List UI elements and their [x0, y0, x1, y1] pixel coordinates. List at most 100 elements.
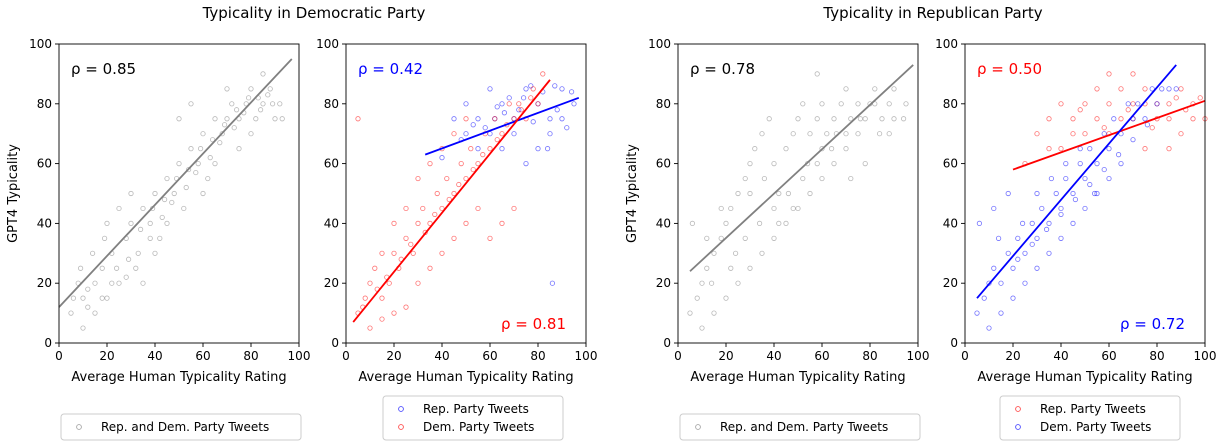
x-tick-label: 40 — [766, 349, 781, 363]
data-point — [367, 280, 373, 286]
data-point — [1053, 190, 1059, 197]
data-point — [1034, 235, 1040, 241]
legend-marker — [1015, 406, 1021, 412]
data-point — [140, 280, 146, 286]
data-point — [807, 131, 813, 137]
data-point — [776, 190, 782, 197]
data-point — [1034, 131, 1040, 137]
y-tick-label: 20 — [37, 276, 52, 290]
legend-box — [382, 395, 564, 441]
data-point — [138, 226, 144, 232]
data-point — [1173, 95, 1179, 101]
data-point — [494, 137, 500, 143]
data-point — [391, 310, 397, 316]
data-point — [415, 220, 421, 226]
data-point — [800, 101, 806, 107]
data-point — [1111, 116, 1117, 122]
data-point — [819, 175, 825, 182]
data-point — [699, 280, 705, 286]
data-point — [998, 280, 1004, 286]
y-tick-label: 60 — [943, 157, 958, 171]
rho-annotation-1: ρ = 0.42 — [358, 60, 423, 78]
data-point — [487, 235, 493, 241]
data-point — [998, 310, 1004, 316]
data-point — [212, 116, 218, 122]
data-point — [427, 265, 433, 271]
data-point — [487, 146, 493, 152]
data-point — [694, 295, 700, 301]
y-axis-label: GPT4 Typicality — [6, 144, 21, 243]
data-point — [735, 280, 741, 286]
data-point — [995, 235, 1002, 241]
data-point — [1178, 131, 1184, 137]
data-point — [499, 131, 505, 137]
data-point — [857, 116, 864, 122]
data-point — [1048, 175, 1055, 182]
data-point — [164, 220, 170, 226]
data-point — [480, 152, 486, 158]
data-point — [159, 214, 165, 221]
data-point — [544, 146, 551, 152]
data-point — [92, 310, 98, 316]
fit-line-2 — [976, 64, 1177, 299]
y-tick-label: 40 — [656, 216, 671, 230]
legend-box — [999, 395, 1181, 441]
data-point — [432, 211, 438, 218]
data-point — [1058, 235, 1064, 241]
data-point — [372, 265, 378, 271]
data-point — [260, 101, 266, 107]
data-point — [355, 116, 361, 122]
data-point — [1058, 211, 1064, 218]
data-point — [1039, 205, 1045, 212]
data-point — [451, 116, 457, 122]
data-point — [506, 101, 512, 107]
data-point — [1005, 250, 1011, 256]
x-tick-label: 0 — [961, 349, 969, 363]
data-point — [475, 205, 481, 212]
data-point — [1144, 122, 1151, 128]
data-point — [530, 119, 536, 125]
data-point — [487, 86, 493, 92]
data-point — [140, 205, 146, 212]
data-point — [439, 155, 445, 161]
y-tick-label: 80 — [324, 97, 339, 111]
data-point — [463, 116, 469, 122]
data-point — [1116, 152, 1122, 158]
fit-line-2 — [352, 79, 551, 323]
data-point — [511, 205, 517, 212]
data-point — [434, 190, 440, 197]
data-point — [475, 146, 481, 152]
legend: Rep. Party Tweets Dem. Party Tweets — [382, 395, 564, 441]
data-point — [1159, 86, 1165, 92]
data-point — [766, 116, 772, 122]
data-point — [1092, 190, 1098, 197]
data-point — [152, 190, 158, 197]
data-point — [171, 190, 177, 197]
data-point — [162, 196, 168, 203]
data-point — [1029, 241, 1035, 247]
rho-annotation-2: ρ = 0.72 — [1120, 315, 1185, 333]
x-axis-label: Average Human Typicality Rating — [977, 370, 1192, 385]
data-point — [236, 146, 242, 152]
data-point — [752, 146, 758, 152]
data-point — [1010, 295, 1016, 301]
data-point — [104, 295, 110, 301]
data-point — [991, 265, 997, 271]
data-point — [267, 86, 273, 92]
plot-frame — [964, 43, 1206, 344]
x-tick-label: 0 — [55, 349, 63, 363]
data-point — [427, 161, 433, 167]
data-point — [1015, 256, 1021, 262]
data-point — [1087, 181, 1093, 188]
y-axis-label: GPT4 Typicality — [625, 144, 640, 243]
x-tick-label: 20 — [1005, 349, 1020, 363]
data-point — [511, 131, 517, 137]
data-point — [1010, 265, 1016, 271]
data-point — [1034, 265, 1040, 271]
data-point — [210, 137, 216, 143]
x-tick-label: 60 — [814, 349, 829, 363]
data-point — [800, 175, 806, 182]
data-point — [1125, 101, 1131, 107]
